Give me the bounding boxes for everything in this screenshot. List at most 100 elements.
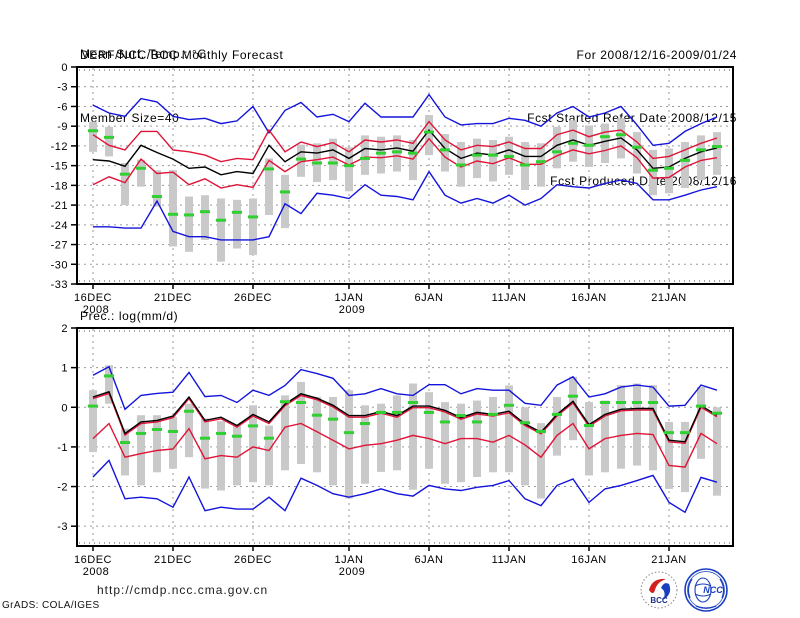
y-tick-label: -9 [57,121,68,133]
median-dash [440,148,450,152]
median-dash [456,163,466,167]
median-dash [328,161,338,165]
median-dash [488,153,498,157]
member-spread-bar [233,199,241,249]
median-dash [600,401,610,405]
member-spread-bar [201,418,209,489]
y-tick-label: -33 [51,279,68,291]
x-tick-label: 21DEC [154,554,192,566]
member-spread-bar [169,170,177,247]
x-tick-label: 6JAN [415,554,444,566]
member-spread-bar [633,132,641,174]
y-tick-label: 0 [61,62,68,74]
member-spread-bar [313,396,321,473]
y-tick-label: -1 [57,442,68,454]
member-spread-bar [153,415,161,473]
median-dash [216,431,226,435]
median-dash [616,401,626,405]
median-dash [296,157,306,161]
ensemble-mean-line [92,390,718,443]
member-spread-bar [697,387,705,459]
median-dash [408,401,418,405]
member-spread-bar [281,395,289,471]
page-title: DERF/NCC/BCC Monthly Forecast [80,48,284,62]
member-spread-bar [585,402,593,476]
median-dash [488,412,498,416]
median-dash [632,401,642,405]
member-spread-bar [217,198,225,262]
y-tick-label: -21 [51,200,68,212]
bcc-logo-icon: BCC [640,571,678,609]
median-dash [424,410,434,414]
y-tick-label: -15 [51,161,68,173]
plot-frame [76,66,734,285]
median-dash [584,143,594,147]
y-tick-label: -27 [51,240,68,252]
ensemble-mean-line [92,128,718,176]
median-dash [216,218,226,222]
x-tick-label: 16JAN [571,292,607,304]
member-spread-bar [377,136,385,174]
x-tick-label: 21JAN [651,554,687,566]
member-spread-bar [457,403,465,483]
y-tick-label: -3 [57,82,68,94]
median-dash [552,150,562,154]
median-dash [472,153,482,157]
median-dash [520,163,530,167]
member-spread-bar [537,423,545,499]
median-dash [264,167,274,171]
y-tick-label: -3 [57,521,68,533]
median-dash [88,404,98,408]
median-dash [264,436,274,440]
member-spread-bar [569,120,577,162]
median-dash [168,429,178,433]
median-dash [168,212,178,216]
member-spread-bar [713,132,721,175]
y-tick-label: -30 [51,259,68,271]
median-dash [280,190,290,194]
ncc-logo-icon: NCC [684,568,728,612]
median-dash [312,161,322,165]
forecast-range-label: For 2008/12/16-2009/01/24 [576,48,737,62]
median-dash [152,195,162,199]
median-dash [392,410,402,414]
y-tick-label: -18 [51,180,68,192]
member-spread-bar [249,198,257,256]
median-dash [200,436,210,440]
member-spread-bar [121,163,129,206]
median-dash [536,160,546,164]
member-spread-bar [249,405,257,483]
member-spread-bar [185,196,193,252]
y-tick-label: -12 [51,141,68,153]
median-dash [440,420,450,424]
member-spread-bar [681,421,689,493]
median-dash [584,424,594,428]
median-dash [408,151,418,155]
source-url: http://cmdp.ncc.cma.gov.cn [97,583,269,597]
member-spread-bar [601,400,609,473]
member-spread-bar [681,141,689,188]
y-tick-label: 1 [61,363,68,375]
median-dash [472,420,482,424]
x-tick-sublabel: 2008 [83,566,109,578]
member-spread-bar [265,425,273,486]
median-dash [200,210,210,214]
median-dash [552,412,562,416]
member-spread-bar [713,407,721,496]
member-spread-bar [169,416,177,469]
member-spread-bar [185,403,193,458]
median-dash [296,401,306,405]
member-spread-bar [409,383,417,490]
mean-plus-std-line [92,120,718,163]
y-tick-label: -2 [57,482,68,494]
x-tick-label: 21JAN [651,292,687,304]
member-spread-bar [409,139,417,181]
median-dash [680,431,690,435]
median-dash [344,431,354,435]
member-spread-bar [393,135,401,172]
median-dash [712,145,722,149]
mean-minus-std-line [92,422,718,468]
